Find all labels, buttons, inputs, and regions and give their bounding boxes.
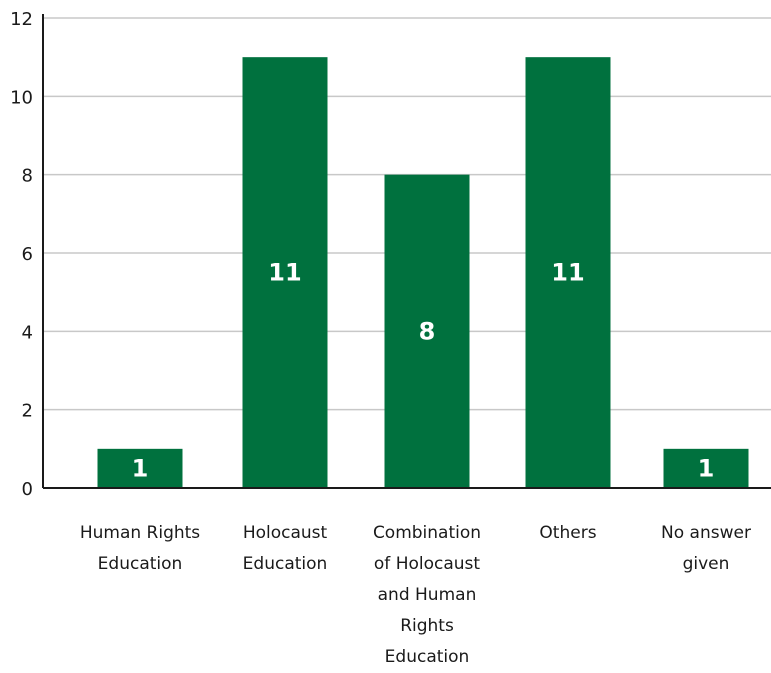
bar-value-label: 11	[268, 259, 301, 287]
x-category-label-line: Rights	[400, 616, 454, 636]
y-tick-label: 2	[22, 401, 33, 422]
x-category-label-line: Combination	[372, 523, 482, 543]
x-category-label-line: Others	[539, 523, 597, 543]
y-tick-label: 12	[10, 9, 33, 30]
x-category-label: Human Rights Education	[70, 518, 210, 580]
x-category-label: Holocaust Education	[215, 518, 355, 580]
x-category-label-line: Human Rights	[79, 523, 201, 543]
bar	[97, 448, 183, 488]
x-category-label-line: Holocaust	[242, 523, 328, 543]
bar	[242, 57, 328, 489]
bar	[663, 448, 749, 488]
bar-value-label: 1	[132, 454, 149, 482]
x-category-label: No answer given	[636, 518, 771, 580]
x-category-label-line: given	[682, 554, 730, 574]
bar	[384, 174, 470, 488]
bar-value-label: 1	[698, 454, 715, 482]
bar-value-label: 11	[551, 259, 584, 287]
x-category-label-line: Education	[384, 647, 470, 667]
x-category-label: Others	[498, 518, 638, 549]
x-category-label-line: No answer	[661, 523, 751, 543]
x-axis	[42, 14, 771, 489]
y-axis-tick-labels: 0 2 4 6 8 10 12	[10, 9, 33, 500]
x-category-label-line: Education	[97, 554, 183, 574]
x-category-label-line: and Human	[377, 585, 477, 605]
y-tick-label: 0	[22, 479, 33, 500]
y-tick-label: 6	[22, 244, 33, 265]
y-tick-label: 10	[10, 87, 33, 108]
x-category-label-line: of Holocaust	[373, 554, 481, 574]
x-category-label-line: Education	[242, 554, 328, 574]
bar-value-label: 8	[419, 317, 436, 345]
y-tick-label: 8	[22, 166, 33, 187]
x-category-label: Combination of Holocaust and Human Rights Ed…	[357, 518, 497, 673]
bar	[525, 57, 611, 489]
y-tick-label: 4	[22, 322, 33, 343]
